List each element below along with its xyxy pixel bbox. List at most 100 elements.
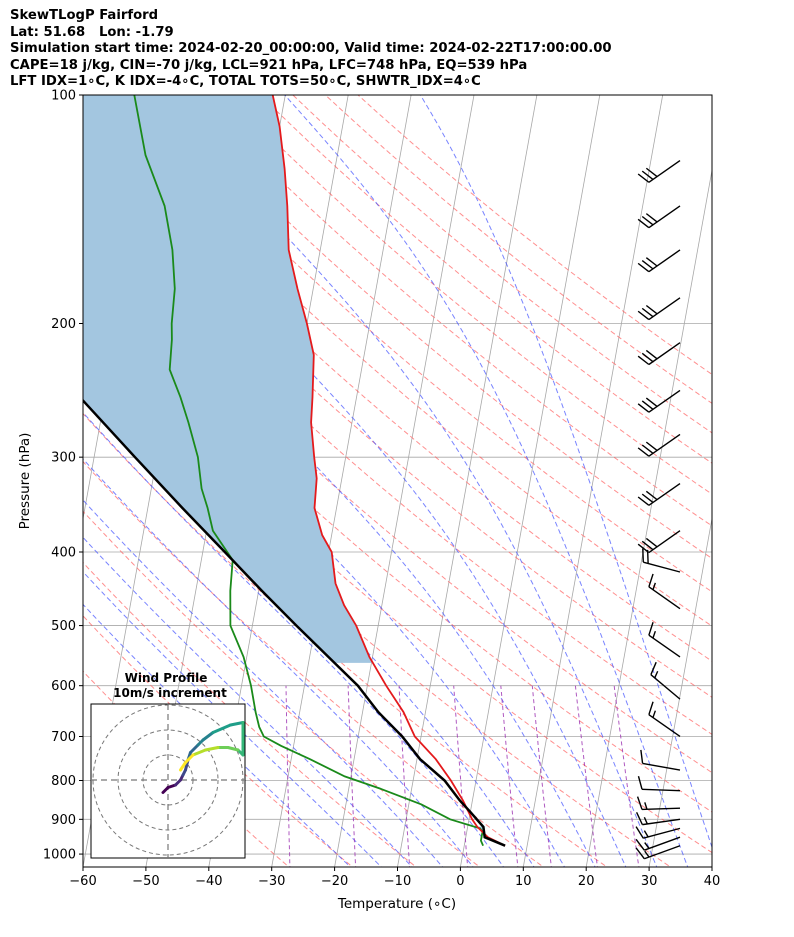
mixing-ratio-line xyxy=(453,685,469,867)
barb-flag xyxy=(637,543,650,554)
barb-staff xyxy=(648,586,681,610)
barb-flag xyxy=(636,796,643,810)
dry-adiabat xyxy=(83,510,481,867)
mixing-ratio-line xyxy=(347,685,357,867)
barb-half-flag xyxy=(643,816,648,825)
barb-flag xyxy=(648,573,654,588)
dry-adiabat xyxy=(96,95,712,627)
title-line-indices-1: CAPE=18 j/kg, CIN=-70 j/kg, LCL=921 hPa,… xyxy=(10,57,528,73)
hodograph-inset: Wind Profile 10m/s increment xyxy=(90,671,246,859)
barb-flag xyxy=(641,540,654,551)
x-tick-label: 20 xyxy=(578,874,595,889)
profile-lines xyxy=(83,95,506,847)
barb-flag xyxy=(641,259,654,270)
dry-adiabat xyxy=(83,561,418,867)
barb-flag xyxy=(637,355,650,366)
barb-flag xyxy=(645,167,658,178)
barb-flag xyxy=(645,397,658,408)
barb-flag xyxy=(648,622,654,636)
dry-adiabat xyxy=(83,615,354,867)
dry-adiabat xyxy=(194,95,712,527)
barb-flag xyxy=(637,776,643,790)
moist-adiabat xyxy=(83,603,352,867)
y-axis-label: Pressure (hPa) xyxy=(17,433,33,530)
barb-flag xyxy=(637,496,650,506)
barb-flag xyxy=(635,812,644,825)
moist-adiabat xyxy=(83,411,505,867)
isotherm-line xyxy=(585,168,712,867)
barb-half-flag xyxy=(652,630,657,639)
barb-flag xyxy=(637,447,650,457)
y-tick-label: 800 xyxy=(51,774,76,789)
dry-adiabat xyxy=(324,95,712,404)
hodograph-segment xyxy=(204,746,220,752)
dry-adiabat xyxy=(83,412,608,867)
barb-flag xyxy=(641,307,654,318)
x-axis-label: Temperature (∘C) xyxy=(337,896,456,912)
hodograph-subtitle: 10m/s increment xyxy=(113,686,227,700)
y-tick-label: 500 xyxy=(51,619,76,634)
mixing-ratio-line xyxy=(613,685,640,867)
moist-adiabat xyxy=(83,499,444,867)
title-line-times: Simulation start time: 2024-02-20_00:00:… xyxy=(10,41,612,56)
barb-flag xyxy=(637,173,650,183)
barb-staff xyxy=(648,205,681,229)
y-tick-label: 1000 xyxy=(43,848,76,863)
barb-flag xyxy=(635,838,645,851)
barb-flag xyxy=(641,352,654,363)
barb-flag xyxy=(645,349,658,360)
barb-flag xyxy=(645,441,658,452)
barb-staff xyxy=(648,634,681,658)
barb-staff xyxy=(648,342,681,366)
mixing-ratio-line xyxy=(574,685,598,867)
isotherm-line xyxy=(711,864,712,867)
hodograph-segment xyxy=(191,748,207,757)
y-tick-label: 700 xyxy=(51,730,76,745)
barb-flag xyxy=(635,847,645,860)
moist-adiabat xyxy=(83,536,413,867)
barb-staff xyxy=(648,482,681,506)
barb-flag xyxy=(641,215,654,226)
mixing-ratio-line xyxy=(500,685,519,867)
barb-flag xyxy=(635,826,644,839)
barb-staff xyxy=(643,561,681,573)
barb-staff xyxy=(641,807,681,811)
barb-flag xyxy=(637,310,650,321)
barb-half-flag xyxy=(652,582,657,590)
barb-half-flag xyxy=(644,802,648,810)
hodograph-segment xyxy=(184,753,195,764)
hodograph-segment xyxy=(229,721,245,727)
barb-flag xyxy=(645,257,658,267)
title-line-indices-2: LFT IDX=1∘C, K IDX=-4∘C, TOTAL TOTS=50∘C… xyxy=(10,74,481,89)
dry-adiabat xyxy=(357,95,712,376)
dry-adiabat xyxy=(83,235,712,774)
hodograph-segment xyxy=(189,743,200,754)
isotherm-line xyxy=(397,95,538,867)
x-tick-label: 0 xyxy=(456,874,464,889)
barb-staff xyxy=(648,530,681,554)
hodograph-segment xyxy=(211,723,232,734)
moist-adiabat xyxy=(83,219,596,867)
barb-flag xyxy=(650,661,657,675)
title-line-location: Lat: 51.68 Lon: -1.79 xyxy=(10,24,174,40)
y-tick-label: 100 xyxy=(51,89,76,104)
barb-flag xyxy=(645,537,658,548)
y-tick-label: 900 xyxy=(51,813,76,828)
barb-half-flag xyxy=(654,670,659,679)
isotherm-line xyxy=(83,95,97,173)
barb-flag xyxy=(641,493,654,504)
barb-half-flag xyxy=(652,710,657,718)
moist-adiabat xyxy=(284,95,689,867)
y-tick-label: 300 xyxy=(51,451,76,466)
y-tick-label: 400 xyxy=(51,546,76,561)
barb-staff xyxy=(648,433,681,457)
barb-staff xyxy=(648,249,681,273)
mixing-ratio-line xyxy=(398,685,411,867)
barb-half-flag xyxy=(644,842,650,849)
moist-adiabat xyxy=(83,571,382,867)
mixing-ratio-line xyxy=(531,685,552,867)
barb-staff xyxy=(648,159,681,183)
y-tick-label: 200 xyxy=(51,317,76,332)
isotherm-line xyxy=(648,516,712,867)
